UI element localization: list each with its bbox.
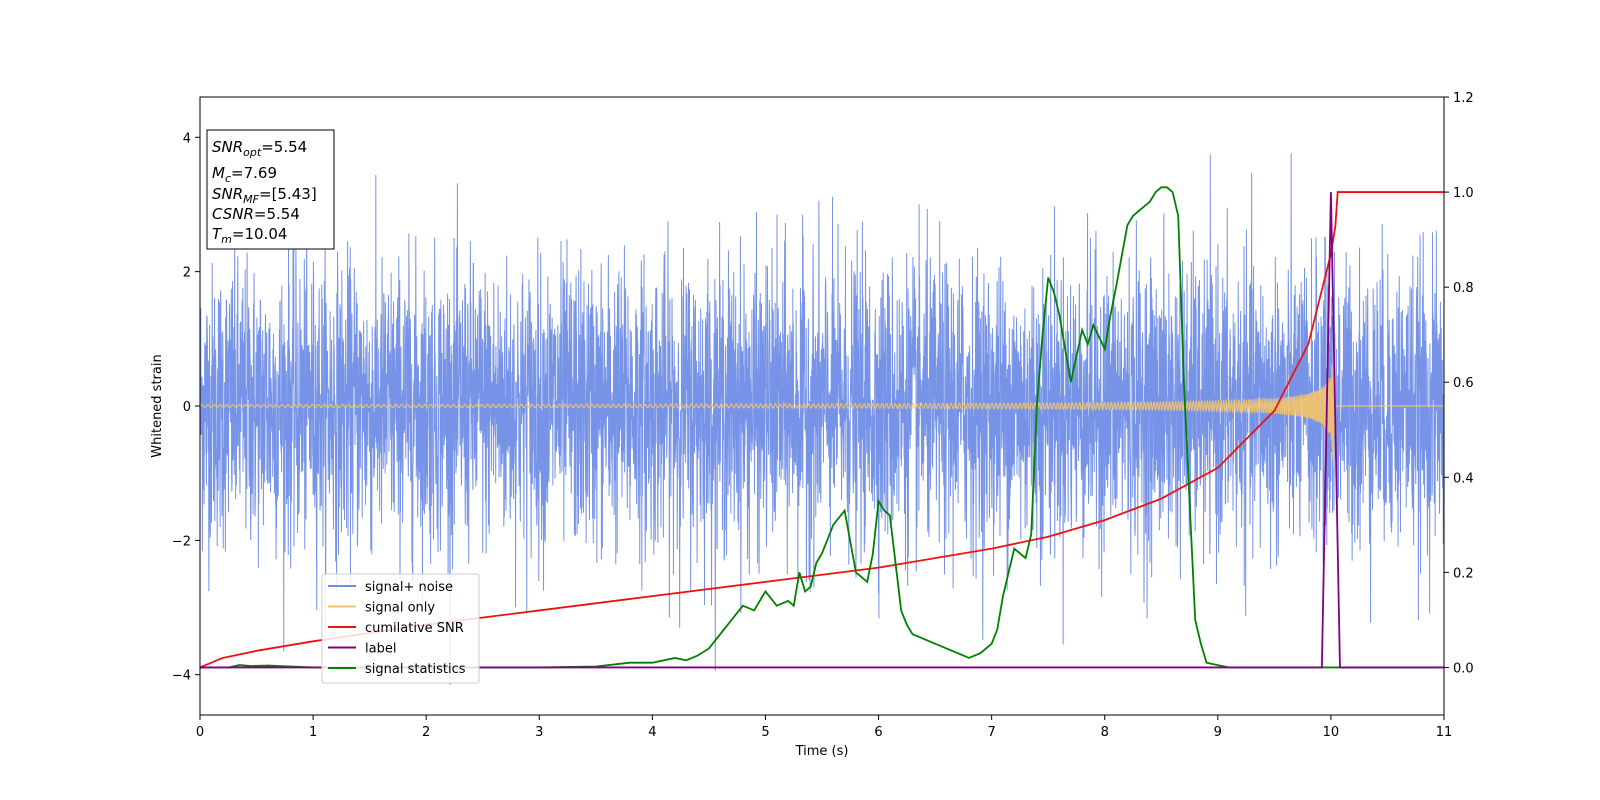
x-tick-label: 2 bbox=[422, 725, 430, 740]
noise-series bbox=[199, 153, 1445, 685]
legend-label: cumilative SNR bbox=[365, 621, 464, 636]
y-right-tick-label: 0.2 bbox=[1453, 566, 1474, 581]
series-line-signal-statistics bbox=[200, 186, 1444, 669]
x-tick-label: 1 bbox=[309, 725, 317, 740]
legend: signal+ noise signal only cumilative SNR la… bbox=[321, 573, 480, 684]
signal-only-series bbox=[199, 348, 1444, 467]
y-right-tick-label: 1.0 bbox=[1453, 186, 1474, 201]
y-left-tick-label: −2 bbox=[172, 534, 191, 549]
y-right-tick-label: 0.8 bbox=[1453, 281, 1474, 296]
annotation-snr-mf: SNRMF=[5.43] bbox=[212, 185, 317, 206]
legend-frame bbox=[321, 573, 480, 684]
y-left-tick-label: −4 bbox=[172, 669, 191, 684]
x-tick-label: 11 bbox=[1436, 725, 1453, 740]
y-left-tick-label: 2 bbox=[183, 266, 191, 281]
y-left-tick-label: 4 bbox=[183, 131, 191, 146]
annotation-frame bbox=[206, 129, 335, 250]
x-tick-label: 6 bbox=[874, 725, 882, 740]
x-tick-label: 9 bbox=[1214, 725, 1222, 740]
annotation-snr-opt: SNRopt=5.54 bbox=[212, 138, 307, 159]
annotation-mc: Mc=7.69 bbox=[212, 164, 277, 185]
y-right-tick-label: 0.4 bbox=[1453, 471, 1474, 486]
signal-noise-line bbox=[199, 153, 1445, 685]
y-left-tick-label: 0 bbox=[183, 400, 191, 415]
legend-label: label bbox=[365, 642, 396, 657]
y-axis-right: 0.0 0.2 0.4 0.6 0.8 1.0 1.2 bbox=[1444, 91, 1474, 676]
signal-only-line bbox=[199, 348, 1444, 467]
legend-label: signal only bbox=[365, 601, 435, 616]
x-axis: 0 1 2 3 4 5 6 7 8 9 10 11 bbox=[196, 715, 1452, 740]
annotation-box: SNRopt=5.54 Mc=7.69 SNRMF=[5.43] CSNR=5.… bbox=[206, 129, 335, 250]
y-axis-left: −4 −2 0 2 4 bbox=[172, 131, 200, 684]
x-tick-label: 5 bbox=[761, 725, 769, 740]
y-right-tick-label: 0.0 bbox=[1453, 661, 1474, 676]
annotation-tm: Tm=10.04 bbox=[212, 225, 287, 246]
annotation-csnr: CSNR=5.54 bbox=[212, 205, 300, 223]
x-tick-label: 7 bbox=[987, 725, 995, 740]
legend-label: signal+ noise bbox=[365, 580, 453, 595]
x-axis-label: Time (s) bbox=[795, 744, 849, 759]
x-tick-label: 10 bbox=[1323, 725, 1340, 740]
y-right-tick-label: 0.6 bbox=[1453, 376, 1474, 391]
legend-label: signal statistics bbox=[365, 662, 466, 677]
x-tick-label: 3 bbox=[535, 725, 543, 740]
x-tick-label: 0 bbox=[196, 725, 204, 740]
y-right-tick-label: 1.2 bbox=[1453, 91, 1474, 106]
series-line-label bbox=[200, 192, 1444, 669]
x-tick-label: 4 bbox=[648, 725, 656, 740]
y-axis-label: Whitened strain bbox=[150, 354, 165, 457]
x-tick-label: 8 bbox=[1101, 725, 1109, 740]
